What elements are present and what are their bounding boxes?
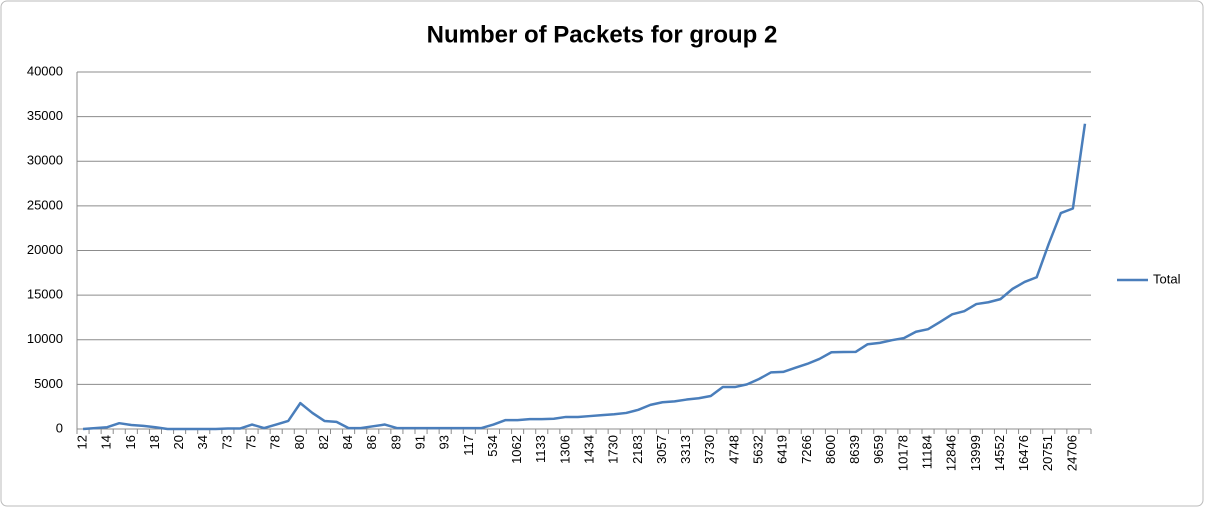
x-tick-label: 80 — [292, 435, 307, 449]
legend-label: Total — [1153, 271, 1181, 286]
x-tick-label: 8639 — [847, 435, 862, 464]
x-tick-label: 84 — [340, 435, 355, 449]
y-tick-label: 25000 — [27, 197, 63, 212]
y-tick-label: 30000 — [27, 153, 63, 168]
x-tick-label: 1062 — [509, 435, 524, 464]
x-tick-label: 13999 — [968, 435, 983, 471]
y-tick-label: 10000 — [27, 331, 63, 346]
x-tick-label: 8600 — [823, 435, 838, 464]
x-tick-label: 24706 — [1064, 435, 1079, 471]
x-tick-label: 93 — [437, 435, 452, 449]
x-tick-label: 18 — [147, 435, 162, 449]
x-tick-label: 9659 — [871, 435, 886, 464]
x-tick-label: 534 — [485, 435, 500, 457]
x-tick-label: 3730 — [702, 435, 717, 464]
x-tick-label: 86 — [364, 435, 379, 449]
x-tick-label: 82 — [316, 435, 331, 449]
x-tick-label: 20751 — [1040, 435, 1055, 471]
x-tick-label: 117 — [461, 435, 476, 456]
x-tick-label: 16 — [123, 435, 138, 449]
x-tick-label: 20 — [171, 435, 186, 449]
x-tick-label: 11184 — [919, 435, 934, 469]
x-tick-label: 3057 — [654, 435, 669, 464]
y-tick-label: 0 — [56, 420, 63, 435]
x-tick-label: 2183 — [630, 435, 645, 464]
x-tick-label: 3313 — [678, 435, 693, 464]
x-tick-label: 7266 — [799, 435, 814, 464]
x-tick-label: 1133 — [533, 435, 548, 463]
x-tick-label: 6419 — [775, 435, 790, 464]
y-tick-label: 15000 — [27, 287, 63, 302]
chart-title: Number of Packets for group 2 — [427, 21, 778, 48]
line-series — [82, 123, 1087, 431]
x-tick-label: 89 — [388, 435, 403, 449]
x-tick-label: 14 — [99, 435, 114, 449]
x-tick-label: 12846 — [944, 435, 959, 471]
y-tick-label: 35000 — [27, 108, 63, 123]
x-tick-label: 78 — [268, 435, 283, 449]
x-tick-label: 91 — [412, 435, 427, 449]
y-tick-label: 40000 — [27, 63, 63, 78]
x-tick-label: 73 — [219, 435, 234, 449]
x-tick-label: 75 — [243, 435, 258, 449]
x-tick-label: 14552 — [992, 435, 1007, 471]
x-tick-label: 10178 — [895, 435, 910, 471]
x-tick-label: 12 — [74, 435, 89, 449]
x-tick-label: 16476 — [1016, 435, 1031, 471]
x-tick-label: 34 — [195, 435, 210, 449]
x-tick-label: 4748 — [726, 435, 741, 464]
x-tick-label: 1434 — [581, 435, 596, 464]
y-tick-label: 20000 — [27, 242, 63, 257]
y-tick-label: 5000 — [34, 376, 63, 391]
x-tick-label: 1306 — [557, 435, 572, 464]
x-tick-label: 1730 — [606, 435, 621, 464]
x-tick-label: 5632 — [750, 435, 765, 464]
